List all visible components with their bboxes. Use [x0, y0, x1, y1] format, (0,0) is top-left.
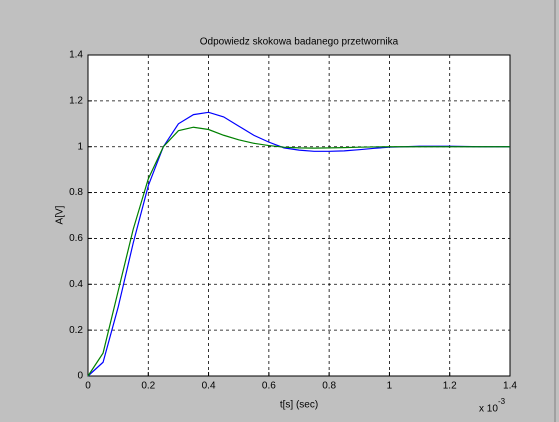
y-tick-label: 0.4 [69, 279, 83, 290]
y-tick-label: 0.6 [69, 233, 83, 244]
x-axis-label: t[s] (sec) [280, 400, 318, 411]
y-tick-label: 0 [77, 371, 83, 382]
y-tick-label: 0.2 [69, 325, 83, 336]
y-tick-label: 1.4 [69, 50, 83, 61]
x-tick-label: 0.4 [202, 381, 216, 392]
x-tick-label: 0 [85, 381, 91, 392]
x-exponent-base: x 10 [479, 404, 498, 415]
plot-area [88, 55, 510, 376]
x-tick-label: 1 [387, 381, 393, 392]
y-tick-label: 1 [77, 141, 83, 152]
x-exponent: -3 [498, 397, 506, 406]
x-tick-label: 1.4 [503, 381, 517, 392]
x-tick-label: 1.2 [443, 381, 457, 392]
axes-box [87, 54, 511, 377]
chart-title: Odpowiedz skokowa badanego przetwornika [200, 37, 399, 48]
y-tick-label: 0.8 [69, 187, 83, 198]
x-tick-label: 0.8 [322, 381, 336, 392]
data-line [87, 126, 510, 377]
x-tick-label: 0.6 [262, 381, 276, 392]
x-tick-label: 0.2 [141, 381, 155, 392]
y-axis-label: A[V] [55, 205, 66, 224]
y-tick-label: 1.2 [69, 95, 83, 106]
